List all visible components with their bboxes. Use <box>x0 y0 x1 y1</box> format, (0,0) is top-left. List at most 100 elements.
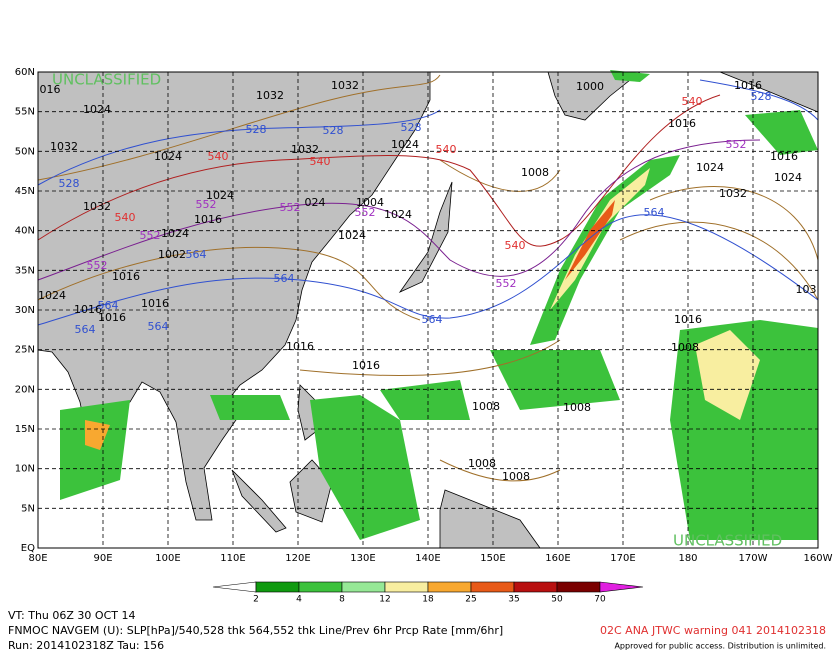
colorbar-segment <box>298 581 343 593</box>
lon-label: 110E <box>220 553 245 564</box>
contour-label: 016 <box>40 83 61 96</box>
lat-label: 60N <box>15 67 35 78</box>
lat-label: 45N <box>15 186 35 197</box>
classification-banner: UNCLASSIFIED <box>673 532 782 550</box>
colorbar-label: 50 <box>551 595 563 605</box>
contour-label: 564 <box>274 272 295 285</box>
contour-label: 1016 <box>668 117 696 130</box>
lat-label: 55N <box>15 107 35 118</box>
colorbar-label: 70 <box>594 595 606 605</box>
contour-label: 564 <box>75 323 96 336</box>
contour-label: 528 <box>751 90 772 103</box>
colorbar-segment <box>427 581 472 593</box>
contour-label: 1032 <box>331 79 359 92</box>
contour-label: 552 <box>355 206 376 219</box>
contour-label: 528 <box>246 123 267 136</box>
colorbar-label: 18 <box>422 595 434 605</box>
lat-label: 20N <box>15 384 35 395</box>
contour-label: 1016 <box>770 150 798 163</box>
lon-label: 130E <box>350 553 375 564</box>
lon-label: 160E <box>545 553 570 564</box>
contour-label: 540 <box>115 211 136 224</box>
contour-label: 1024 <box>161 227 189 240</box>
lat-label: 25N <box>15 345 35 356</box>
colorbar: 2 4 8 12 18 25 35 50 70 <box>212 581 644 605</box>
colorbar-label: 2 <box>253 595 259 605</box>
contour-label: 540 <box>682 95 703 108</box>
colorbar-label: 8 <box>339 595 345 605</box>
colorbar-segment <box>384 581 429 593</box>
contour-label: 1024 <box>391 138 419 151</box>
lon-label: 140E <box>415 553 440 564</box>
contour-label: 1016 <box>141 297 169 310</box>
lat-label: EQ <box>21 543 35 554</box>
contour-label: 1008 <box>671 341 699 354</box>
lat-label: 10N <box>15 464 35 475</box>
colorbar-segment <box>255 581 300 593</box>
lat-label: 30N <box>15 305 35 316</box>
contour-label: 1008 <box>563 401 591 414</box>
lat-label: 15N <box>15 424 35 435</box>
contour-label: 1032 <box>256 89 284 102</box>
contour-label: 1016 <box>112 270 140 283</box>
colorbar-label: 12 <box>379 595 390 605</box>
contour-label: 564 <box>148 320 169 333</box>
contour-label: 1008 <box>502 470 530 483</box>
contour-label: 1008 <box>468 457 496 470</box>
contour-label: 1032 <box>719 187 747 200</box>
description: FNMOC NAVGEM (U): SLP[hPa]/540,528 thk 5… <box>8 624 503 637</box>
contour-label: 1024 <box>206 189 234 202</box>
contour-label: 1024 <box>384 208 412 221</box>
contour-label: 1016 <box>286 340 314 353</box>
contour-label: 1016 <box>734 79 762 92</box>
contour-label: 1016 <box>74 303 102 316</box>
contour-label: 1016 <box>194 213 222 226</box>
valid-time: VT: Thu 06Z 30 OCT 14 <box>8 609 135 622</box>
graticule <box>38 72 818 548</box>
contour-label: 1024 <box>154 150 182 163</box>
colorbar-label: 35 <box>508 595 519 605</box>
lon-label: 90E <box>93 553 112 564</box>
contour-label: 024 <box>305 196 326 209</box>
contour-label: 1024 <box>696 161 724 174</box>
colorbar-label: 4 <box>296 595 302 605</box>
contour-label: 552 <box>87 259 108 272</box>
lon-label: 120E <box>285 553 310 564</box>
contour-label: 1032 <box>83 200 111 213</box>
run-info: Run: 2014102318Z Tau: 156 <box>8 639 164 652</box>
contour-label: 1008 <box>472 400 500 413</box>
lon-label: 170E <box>610 553 635 564</box>
contour-label: 552 <box>140 229 161 242</box>
contour-label: 528 <box>323 124 344 137</box>
colorbar-end <box>212 581 257 593</box>
contour-label: 552 <box>496 277 517 290</box>
contour-label: 1008 <box>521 166 549 179</box>
colorbar-segment <box>470 581 515 593</box>
contour-label: 1024 <box>338 229 366 242</box>
contour-label: 1032 <box>291 143 319 156</box>
contour-label: 564 <box>644 206 665 219</box>
contour-label: 564 <box>186 248 207 261</box>
contour-label: 540 <box>208 150 229 163</box>
lon-label: 80E <box>28 553 47 564</box>
contour-label: 1024 <box>38 289 66 302</box>
contour-label: 1032 <box>50 140 78 153</box>
colorbar-end <box>599 581 644 593</box>
contour-label: 528 <box>59 177 80 190</box>
contour-label: 552 <box>726 138 747 151</box>
warning: 02C ANA JTWC warning 041 2014102318 <box>600 624 826 637</box>
contour-label: 540 <box>505 239 526 252</box>
release-note: Approved for public access. Distribution… <box>614 642 826 651</box>
contours <box>37 74 819 482</box>
map-frame <box>37 71 819 549</box>
lon-label: 180 <box>678 553 697 564</box>
contour-label: 1000 <box>576 80 604 93</box>
colorbar-label: 25 <box>465 595 476 605</box>
contour-label: 1016 <box>674 313 702 326</box>
colorbar-segment <box>556 581 601 593</box>
lon-label: 150E <box>480 553 505 564</box>
contour-label: 1004 <box>356 196 384 209</box>
contour-label: 540 <box>436 143 457 156</box>
lon-label: 100E <box>155 553 180 564</box>
